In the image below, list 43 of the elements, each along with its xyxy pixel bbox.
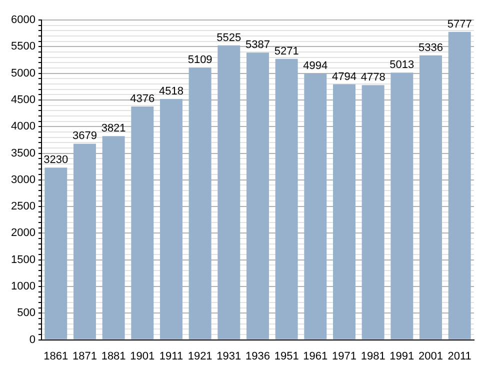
data-label: 4794 (332, 70, 356, 83)
x-tick-label: 1901 (130, 350, 155, 362)
data-label: 4778 (360, 72, 386, 84)
x-tick-label: 1921 (188, 350, 212, 362)
data-label: 3230 (44, 154, 68, 166)
data-label: 4518 (158, 86, 184, 98)
x-tick-label: 1981 (360, 350, 386, 362)
x-tick-label: 1951 (274, 350, 299, 362)
data-label: 5525 (216, 32, 242, 44)
x-tick-label: 1991 (390, 350, 414, 362)
data-label: 5336 (418, 42, 443, 54)
data-label: 4376 (130, 93, 155, 106)
x-tick-label: 1871 (72, 350, 97, 362)
x-tick-label: 1961 (303, 350, 328, 362)
y-tick-label: 0 (29, 334, 36, 346)
y-tick-label: 1500 (10, 254, 36, 266)
x-tick-label: 1971 (332, 350, 356, 362)
x-tick-label: 1911 (159, 350, 184, 362)
data-label: 5013 (390, 59, 414, 72)
y-tick-label: 5500 (10, 40, 36, 53)
data-label: 4994 (303, 60, 328, 72)
x-tick-label: 1881 (101, 350, 126, 362)
y-tick-label: 4000 (10, 120, 36, 133)
y-tick-label: 4500 (10, 94, 36, 106)
y-tick-label: 3500 (10, 147, 36, 160)
y-tick-label: 2000 (10, 227, 36, 240)
y-tick-label: 2500 (10, 200, 36, 213)
y-tick-label: 6000 (10, 14, 36, 26)
y-tick-label: 500 (17, 307, 36, 320)
data-label: 3679 (72, 130, 97, 142)
x-tick-label: 1936 (245, 350, 270, 362)
data-label: 3821 (101, 122, 126, 135)
y-tick-label: 3000 (10, 174, 36, 186)
y-tick-label: 1000 (10, 280, 36, 293)
data-label: 5271 (274, 45, 299, 58)
x-tick-label: 1861 (44, 350, 68, 362)
x-tick-label: 1931 (216, 350, 242, 362)
y-tick-label: 5000 (10, 67, 36, 80)
x-tick-label: 2011 (448, 350, 472, 362)
data-label: 5109 (188, 54, 212, 66)
data-label: 5387 (245, 39, 270, 52)
x-tick-label: 2001 (418, 350, 443, 362)
data-label: 5777 (447, 18, 472, 30)
